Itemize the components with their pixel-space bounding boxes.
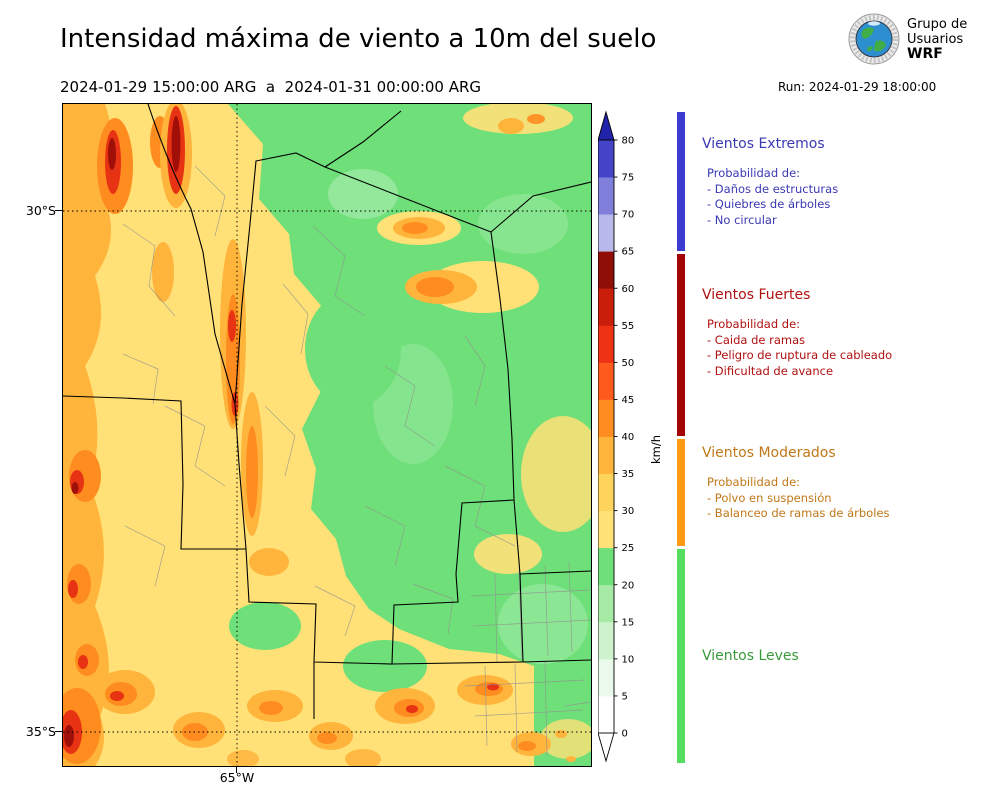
svg-text:10: 10 xyxy=(622,654,635,665)
svg-text:0: 0 xyxy=(622,729,628,740)
legend-bar-moderados xyxy=(677,439,685,546)
svg-text:65: 65 xyxy=(622,247,635,258)
svg-text:5: 5 xyxy=(622,691,628,702)
legend-items-extremos: Probabilidad de: - Daños de estructuras - … xyxy=(702,166,987,228)
legend-item: - No circular xyxy=(707,212,777,227)
axis-tick-35s xyxy=(55,731,62,732)
svg-text:70: 70 xyxy=(622,210,635,221)
legend-item: - Peligro de ruptura de cableado xyxy=(707,348,893,362)
svg-text:75: 75 xyxy=(622,173,635,184)
logo-text-line3: WRF xyxy=(907,45,943,62)
legend-item: - Balanceo de ramas de árboles xyxy=(707,506,890,520)
valid-period-label: 2024-01-29 15:00:00 ARG a 2024-01-31 00:… xyxy=(60,78,482,96)
colorbar-unit-label: km/h xyxy=(649,434,663,464)
legend-item: - Daños de estructuras xyxy=(707,181,839,196)
legend-item: - Polvo en suspensión xyxy=(707,490,832,505)
legend-section-extremos: Vientos Extremos Probabilidad de: - Daños… xyxy=(702,136,987,228)
axis-tick-65w xyxy=(236,766,237,773)
wind-field-svg xyxy=(63,104,591,766)
colorbar: 0 5 10 15 20 25 30 35 40 45 50 55 60 65 70 75 80 xyxy=(598,110,635,763)
legend-item: - Quiebres de árboles xyxy=(707,197,831,211)
department-borders xyxy=(122,165,591,757)
svg-text:60: 60 xyxy=(622,284,635,295)
svg-text:35: 35 xyxy=(622,469,635,480)
svg-text:25: 25 xyxy=(622,543,635,554)
legend-items-moderados: Probabilidad de: - Polvo en suspensión - B… xyxy=(702,475,987,522)
svg-text:30: 30 xyxy=(622,506,635,517)
legend-item: Probabilidad de: xyxy=(707,317,801,331)
svg-text:50: 50 xyxy=(622,358,635,369)
legend-item: - Dificultad de avance xyxy=(707,363,834,378)
legend-section-fuertes: Vientos Fuertes Probabilidad de: - Caida … xyxy=(702,287,987,379)
strong-wind-areas xyxy=(63,104,576,766)
legend-section-leves: Vientos Leves xyxy=(702,648,987,678)
legend-item: - Caida de ramas xyxy=(707,332,806,347)
legend-title-fuertes: Vientos Fuertes xyxy=(702,287,811,303)
svg-text:20: 20 xyxy=(622,580,635,591)
legend-item: Probabilidad de: xyxy=(707,475,801,489)
logo-text-line2: Usuarios xyxy=(907,31,964,47)
logo-text: Grupo de Usuarios WRF xyxy=(907,17,967,62)
logo-text-line1: Grupo de xyxy=(907,16,968,32)
lon-label-65w: 65°W xyxy=(219,770,255,785)
run-timestamp: Run: 2024-01-29 18:00:00 xyxy=(778,80,937,94)
legend-items-fuertes: Probabilidad de: - Caida de ramas - Peligr… xyxy=(702,317,987,379)
globe-icon xyxy=(848,13,900,65)
svg-text:15: 15 xyxy=(622,617,635,628)
lat-label-35s: 35°S xyxy=(25,724,56,739)
legend-item: Probabilidad de: xyxy=(707,166,801,180)
wind-intensity-map xyxy=(62,103,592,767)
legend-section-moderados: Vientos Moderados Probabilidad de: - Polv… xyxy=(702,445,987,522)
legend-bar-leves xyxy=(677,549,685,763)
legend-bar-fuertes xyxy=(677,254,685,436)
svg-text:45: 45 xyxy=(622,395,635,406)
legend-bar-extremos xyxy=(677,112,685,251)
axis-tick-30s xyxy=(55,210,62,211)
svg-text:80: 80 xyxy=(622,136,635,147)
page-title: Intensidad máxima de viento a 10m del su… xyxy=(60,24,657,54)
legend-title-moderados: Vientos Moderados xyxy=(702,445,836,461)
svg-text:40: 40 xyxy=(622,432,635,443)
legend-title-extremos: Vientos Extremos xyxy=(702,136,825,152)
legend-title-leves: Vientos Leves xyxy=(702,648,799,664)
wrf-user-group-logo: Grupo de Usuarios WRF xyxy=(848,13,967,65)
svg-text:55: 55 xyxy=(622,321,635,332)
lat-label-30s: 30°S xyxy=(25,203,56,218)
